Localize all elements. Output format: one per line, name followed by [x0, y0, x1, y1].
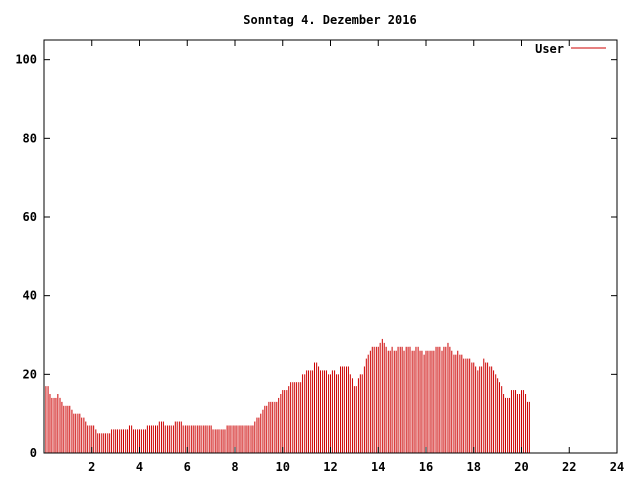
y-tick-label: 0 [30, 446, 37, 460]
y-tick-label: 80 [23, 131, 37, 145]
x-tick-label: 2 [88, 460, 95, 474]
x-tick-label: 12 [323, 460, 337, 474]
x-tick-label: 24 [610, 460, 624, 474]
x-tick-label: 14 [371, 460, 385, 474]
y-tick-label: 100 [15, 53, 37, 67]
y-tick-label: 20 [23, 367, 37, 381]
y-tick-label: 60 [23, 210, 37, 224]
plot-frame [43, 39, 618, 454]
bar-series [45, 338, 530, 453]
x-tick-label: 20 [514, 460, 528, 474]
x-tick-label: 18 [467, 460, 481, 474]
x-tick-label: 22 [562, 460, 576, 474]
legend-label-user: User [535, 42, 564, 56]
y-tick-label: 40 [23, 289, 37, 303]
x-tick-label: 6 [184, 460, 191, 474]
x-tick-label: 8 [231, 460, 238, 474]
x-tick-label: 4 [136, 460, 143, 474]
x-tick-label: 10 [276, 460, 290, 474]
x-tick-label: 16 [419, 460, 433, 474]
legend: User [535, 42, 606, 56]
chart-title: Sonntag 4. Dezember 2016 [243, 13, 416, 27]
